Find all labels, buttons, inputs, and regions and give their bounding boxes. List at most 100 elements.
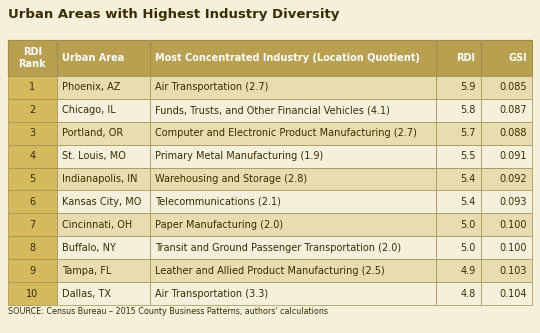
Text: 4: 4	[29, 151, 36, 161]
Text: 0.103: 0.103	[500, 266, 527, 276]
Bar	[481, 213, 532, 236]
Text: Tampa, FL: Tampa, FL	[62, 266, 111, 276]
Bar	[57, 213, 150, 236]
Text: 5.0: 5.0	[460, 220, 476, 230]
Text: Air Transportation (2.7): Air Transportation (2.7)	[155, 83, 268, 93]
Text: Kansas City, MO: Kansas City, MO	[62, 197, 141, 207]
Text: 4.9: 4.9	[460, 266, 476, 276]
Text: Dallas, TX: Dallas, TX	[62, 289, 111, 299]
Text: Air Transportation (3.3): Air Transportation (3.3)	[155, 289, 268, 299]
Text: 4.8: 4.8	[460, 289, 476, 299]
Text: 0.088: 0.088	[500, 128, 527, 138]
Bar	[436, 76, 481, 99]
Bar	[150, 236, 436, 259]
Bar	[481, 236, 532, 259]
Bar	[8, 190, 57, 213]
Text: Urban Area: Urban Area	[62, 53, 124, 63]
Text: 5.5: 5.5	[460, 151, 476, 161]
Bar	[8, 282, 57, 305]
Bar	[150, 122, 436, 145]
Bar	[436, 122, 481, 145]
Text: Phoenix, AZ: Phoenix, AZ	[62, 83, 120, 93]
Bar	[150, 190, 436, 213]
Text: 5.7: 5.7	[460, 128, 476, 138]
Bar	[8, 236, 57, 259]
Bar	[8, 167, 57, 190]
Text: 5.4: 5.4	[460, 174, 476, 184]
Text: 0.100: 0.100	[500, 243, 527, 253]
Bar	[57, 282, 150, 305]
Bar	[481, 99, 532, 122]
Bar	[57, 40, 150, 76]
Text: 0.104: 0.104	[500, 289, 527, 299]
Bar	[481, 122, 532, 145]
Text: St. Louis, MO: St. Louis, MO	[62, 151, 125, 161]
Bar	[150, 40, 436, 76]
Text: Urban Areas with Highest Industry Diversity: Urban Areas with Highest Industry Divers…	[8, 8, 339, 21]
Bar	[436, 236, 481, 259]
Bar	[57, 122, 150, 145]
Text: Buffalo, NY: Buffalo, NY	[62, 243, 116, 253]
Bar	[481, 145, 532, 167]
Text: 0.092: 0.092	[500, 174, 527, 184]
Text: 0.085: 0.085	[500, 83, 527, 93]
Bar	[481, 40, 532, 76]
Bar	[8, 99, 57, 122]
Bar	[150, 167, 436, 190]
Text: 5.4: 5.4	[460, 197, 476, 207]
Bar	[436, 40, 481, 76]
Bar	[8, 259, 57, 282]
Text: Telecommunications (2.1): Telecommunications (2.1)	[155, 197, 281, 207]
Text: 5.0: 5.0	[460, 243, 476, 253]
Bar	[57, 145, 150, 167]
Text: 2: 2	[29, 105, 36, 115]
Bar	[8, 122, 57, 145]
Text: Portland, OR: Portland, OR	[62, 128, 123, 138]
Text: Warehousing and Storage (2.8): Warehousing and Storage (2.8)	[155, 174, 307, 184]
Text: Indianapolis, IN: Indianapolis, IN	[62, 174, 137, 184]
Text: Paper Manufacturing (2.0): Paper Manufacturing (2.0)	[155, 220, 284, 230]
Bar	[150, 282, 436, 305]
Text: 1: 1	[29, 83, 36, 93]
Bar	[150, 213, 436, 236]
Bar	[150, 76, 436, 99]
Bar	[8, 76, 57, 99]
Text: Funds, Trusts, and Other Financial Vehicles (4.1): Funds, Trusts, and Other Financial Vehic…	[155, 105, 390, 115]
Bar	[8, 213, 57, 236]
Bar	[481, 76, 532, 99]
Text: Transit and Ground Passenger Transportation (2.0): Transit and Ground Passenger Transportat…	[155, 243, 401, 253]
Bar	[436, 145, 481, 167]
Text: RDI
Rank: RDI Rank	[18, 47, 46, 69]
Bar	[8, 40, 57, 76]
Bar	[57, 259, 150, 282]
Text: Chicago, IL: Chicago, IL	[62, 105, 116, 115]
Bar	[436, 99, 481, 122]
Bar	[57, 167, 150, 190]
Bar	[436, 213, 481, 236]
Text: 5: 5	[29, 174, 36, 184]
Bar	[436, 190, 481, 213]
Text: 0.091: 0.091	[500, 151, 527, 161]
Text: Primary Metal Manufacturing (1.9): Primary Metal Manufacturing (1.9)	[155, 151, 323, 161]
Text: 7: 7	[29, 220, 36, 230]
Bar	[8, 145, 57, 167]
Text: Most Concentrated Industry (Location Quotient): Most Concentrated Industry (Location Quo…	[155, 53, 420, 63]
Bar	[150, 99, 436, 122]
Bar	[150, 259, 436, 282]
Text: 0.100: 0.100	[500, 220, 527, 230]
Text: Leather and Allied Product Manufacturing (2.5): Leather and Allied Product Manufacturing…	[155, 266, 385, 276]
Text: SOURCE: Census Bureau – 2015 County Business Patterns, authors' calculations: SOURCE: Census Bureau – 2015 County Busi…	[8, 307, 328, 316]
Text: 10: 10	[26, 289, 38, 299]
Text: RDI: RDI	[456, 53, 476, 63]
Bar	[436, 282, 481, 305]
Bar	[57, 190, 150, 213]
Text: 9: 9	[29, 266, 36, 276]
Bar	[150, 145, 436, 167]
Text: Cincinnati, OH: Cincinnati, OH	[62, 220, 132, 230]
Text: 3: 3	[29, 128, 36, 138]
Bar	[57, 76, 150, 99]
Text: 0.087: 0.087	[500, 105, 527, 115]
Text: 5.9: 5.9	[460, 83, 476, 93]
Text: 5.8: 5.8	[460, 105, 476, 115]
Bar	[436, 167, 481, 190]
